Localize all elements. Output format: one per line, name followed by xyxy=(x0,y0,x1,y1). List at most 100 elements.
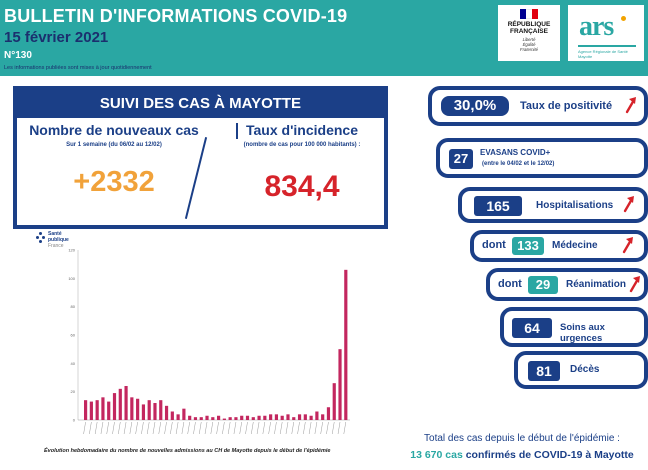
x-tick-mark xyxy=(112,421,115,435)
x-tick-mark xyxy=(256,421,260,435)
hospitalisations-label: Hospitalisations xyxy=(536,200,614,211)
chart-bar xyxy=(309,415,313,420)
evasans-label: EVASANS COVID+ xyxy=(480,148,551,157)
ars-subtitle: Agence Régionale de Santé Mayotte xyxy=(578,49,628,59)
chart-bar xyxy=(159,400,163,420)
chart-caption: Évolution hebdomadaire du nombre de nouv… xyxy=(44,448,331,454)
incidence-value: 834,4 xyxy=(264,170,340,203)
x-tick-mark xyxy=(198,421,202,435)
chart-bar xyxy=(182,408,186,420)
chart-bar xyxy=(147,400,151,420)
chart-bar xyxy=(164,405,169,420)
chart-bar xyxy=(338,349,342,420)
rf-line1: RÉPUBLIQUE xyxy=(507,21,551,28)
chart-bar xyxy=(326,407,331,420)
new-cases-block: Nombre de nouveaux cas Sur 1 semaine (du… xyxy=(21,122,207,199)
chart-bar xyxy=(251,417,255,420)
x-tick-mark xyxy=(89,421,92,435)
x-tick-mark xyxy=(331,421,335,435)
chart-bar xyxy=(199,417,203,420)
up-trend-arrow-icon xyxy=(629,276,640,293)
up-trend-arrow-icon xyxy=(622,237,633,254)
x-tick-mark xyxy=(170,421,173,435)
y-tick-label: 40 xyxy=(71,361,76,366)
reanimation-card: dont 29 Réanimation xyxy=(486,268,648,301)
rf-motto2: Égalité xyxy=(522,42,536,47)
new-cases-label: Nombre de nouveaux cas xyxy=(29,122,199,138)
x-tick-mark xyxy=(210,421,214,435)
ars-underline xyxy=(578,45,636,47)
x-tick-mark xyxy=(123,421,127,435)
total-cases-intro: Total des cas depuis le début de l'épidé… xyxy=(424,433,620,444)
x-tick-mark xyxy=(141,421,144,435)
chart-bar xyxy=(222,418,226,420)
republique-francaise-logo: RÉPUBLIQUE FRANÇAISE Liberté Égalité Fra… xyxy=(498,5,560,61)
chart-bar xyxy=(240,415,244,420)
new-cases-value: +2332 xyxy=(73,166,155,198)
y-tick-label: 20 xyxy=(71,389,76,394)
sp-line2: publique xyxy=(48,237,69,243)
chart-bar xyxy=(303,414,307,420)
new-cases-period: Sur 1 semaine (du 06/02 au 12/02) xyxy=(66,142,162,148)
chart-bar xyxy=(176,414,180,420)
chart-bar xyxy=(141,404,146,420)
chart-bar xyxy=(84,400,88,420)
rf-line2: FRANÇAISE xyxy=(510,28,548,35)
update-note: Les informations publiées sont mises à j… xyxy=(4,65,152,71)
medecine-value: 133 xyxy=(512,237,544,255)
x-tick-mark xyxy=(152,421,156,435)
ars-logo: ars Agence Régionale de Santé Mayotte xyxy=(568,5,644,61)
x-tick-mark xyxy=(118,421,121,435)
ars-dot-icon xyxy=(621,16,626,21)
bulletin-title: BULLETIN D'INFORMATIONS COVID-19 xyxy=(4,6,348,26)
sp-line3: France xyxy=(48,243,64,249)
y-tick-label: 120 xyxy=(68,248,75,253)
deces-card: 81 Décès xyxy=(514,351,648,389)
x-tick-mark xyxy=(291,421,295,435)
x-tick-mark xyxy=(83,421,86,435)
sante-publique-dots-icon xyxy=(36,232,46,246)
chart-bar xyxy=(89,401,93,420)
hospitalisations-value: 165 xyxy=(474,196,522,216)
hospitalisations-card: 165 Hospitalisations xyxy=(458,187,648,223)
chart-bar xyxy=(170,411,174,420)
chart-bar xyxy=(263,415,267,420)
x-tick-mark xyxy=(222,421,225,435)
x-tick-mark xyxy=(337,421,341,435)
sante-publique-logo: Santé publique France xyxy=(36,230,76,252)
chart-bar xyxy=(188,415,192,420)
evasans-value: 27 xyxy=(449,149,473,169)
chart-bar xyxy=(205,415,209,420)
chart-bar xyxy=(257,415,261,420)
x-tick-mark xyxy=(135,421,138,435)
chart-bar xyxy=(130,397,134,420)
x-tick-mark xyxy=(129,421,133,435)
y-tick-label: 0 xyxy=(73,418,76,423)
chart-bar xyxy=(101,397,105,420)
up-trend-arrow-icon xyxy=(625,97,636,114)
reanimation-prefix: dont xyxy=(498,278,522,290)
total-cases-text: confirmés de COVID-19 à Mayotte xyxy=(465,449,634,461)
x-tick-mark xyxy=(106,421,109,435)
x-tick-mark xyxy=(100,421,104,435)
evasans-period: (entre le 04/02 et le 12/02) xyxy=(482,161,555,167)
x-tick-mark xyxy=(297,421,300,435)
x-tick-mark xyxy=(227,421,231,435)
x-tick-mark xyxy=(285,421,289,435)
chart-bar xyxy=(321,414,325,420)
chart-bar xyxy=(269,414,273,420)
x-tick-mark xyxy=(175,421,179,435)
up-trend-arrow-icon xyxy=(623,196,634,213)
chart-bar xyxy=(245,415,250,420)
reanimation-label: Réanimation xyxy=(566,279,627,290)
chart-bar xyxy=(332,383,336,420)
chart-bar xyxy=(344,269,348,420)
x-tick-mark xyxy=(146,421,150,435)
chart-bar xyxy=(297,414,302,420)
chart-bar xyxy=(112,393,117,420)
chart-bar xyxy=(95,400,99,420)
chart-bar xyxy=(217,415,221,420)
x-tick-mark xyxy=(320,421,323,435)
x-tick-mark xyxy=(314,421,318,435)
